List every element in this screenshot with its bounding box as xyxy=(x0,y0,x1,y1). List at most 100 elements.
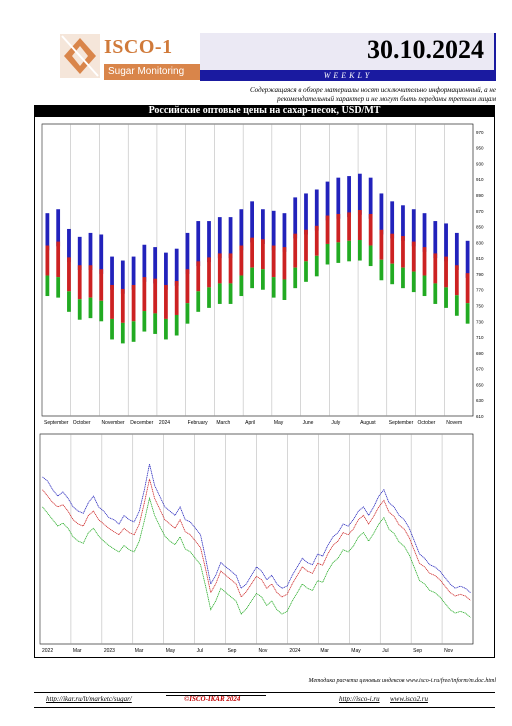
y-tick-label: 610 xyxy=(476,414,484,419)
logo-text: ISCO-1 xyxy=(104,36,173,58)
high-bar xyxy=(379,193,384,235)
low-bar xyxy=(444,287,448,308)
x-tick-label: May xyxy=(166,648,176,654)
high-bar xyxy=(67,228,71,263)
y-tick-label: 970 xyxy=(476,130,484,135)
x-tick-label: Nov xyxy=(259,648,268,654)
footer-link-ikar[interactable]: http://ikar.ru/lt/marketc/sugar/ xyxy=(46,695,132,703)
high-bar xyxy=(217,217,222,259)
y-tick-label: 890 xyxy=(476,193,484,198)
y-tick-label: 930 xyxy=(476,161,484,166)
low-bar xyxy=(239,275,244,297)
low-bar xyxy=(67,291,71,312)
y-tick-label: 650 xyxy=(476,382,484,387)
low-bar xyxy=(45,275,50,297)
high-bar xyxy=(120,260,125,294)
high-bar xyxy=(271,210,276,251)
high-bar xyxy=(347,176,351,218)
x-tick-label: 2023 xyxy=(104,648,115,654)
low-bar xyxy=(164,318,168,340)
high-bar xyxy=(250,201,254,243)
x-tick-label: July xyxy=(331,420,340,426)
low-bar xyxy=(325,243,330,265)
x-tick-label: Sep xyxy=(413,648,422,654)
x-tick-label: Novem xyxy=(446,420,462,426)
footer-copyright: ©ISCO-IKAR 2024 xyxy=(184,695,241,703)
mid-bar xyxy=(217,253,222,284)
low-bar xyxy=(99,300,104,322)
high-bar xyxy=(142,244,147,282)
low-bar xyxy=(185,303,190,324)
mid-bar xyxy=(357,210,362,241)
footer-link-isco2[interactable]: www.isco2.ru xyxy=(390,695,428,703)
high-bar xyxy=(228,217,233,259)
high-bar xyxy=(77,236,82,270)
chart-history-prices: 2022 Mar 2023 Mar May Jul Sep Nov 2024 Mar May Jul S… xyxy=(39,433,474,654)
high-bar xyxy=(368,177,373,219)
low-bar xyxy=(110,318,114,340)
y-tick-label: 910 xyxy=(476,177,484,182)
low-bar xyxy=(293,267,298,289)
x-tick-label: September xyxy=(389,420,414,426)
high-bar xyxy=(433,221,438,259)
mid-bar xyxy=(45,245,50,276)
low-bar xyxy=(131,321,136,342)
mid-bar xyxy=(379,229,384,260)
high-bar xyxy=(207,221,211,263)
low-bar xyxy=(261,269,265,290)
footer-link-isco[interactable]: http://isco-i.ru xyxy=(339,695,380,703)
high-bar xyxy=(314,189,319,231)
x-tick-label: Mar xyxy=(135,648,144,654)
low-bar xyxy=(271,277,276,298)
low-bar xyxy=(433,283,438,304)
disclaimer-text: Содержащаяся в обзоре материалы носят ис… xyxy=(249,86,496,103)
y-tick-label: 710 xyxy=(476,335,484,340)
report-date: 30.10.2024 xyxy=(367,35,484,64)
mid-bar xyxy=(67,257,71,292)
high-bar xyxy=(88,232,93,270)
low-bar xyxy=(357,240,362,261)
x-tick-label: 2024 xyxy=(159,420,170,426)
logo-icon xyxy=(60,34,100,78)
low-bar xyxy=(454,295,459,316)
high-bar xyxy=(401,205,405,241)
high-bar xyxy=(411,209,416,247)
mid-bar xyxy=(368,213,373,246)
high-bar xyxy=(454,232,459,270)
weekly-banner: WEEKLY xyxy=(200,70,496,81)
low-bar xyxy=(174,314,179,336)
low-bar xyxy=(250,267,254,289)
high-bar xyxy=(131,256,136,290)
mid-bar xyxy=(164,284,168,319)
x-tick-label: April xyxy=(245,420,255,426)
high-bar xyxy=(336,177,341,219)
high-bar xyxy=(153,247,158,284)
mid-bar xyxy=(314,225,319,256)
mid-bar xyxy=(250,237,254,268)
low-bar xyxy=(401,267,405,289)
mid-bar xyxy=(293,233,298,268)
high-bar xyxy=(261,209,265,244)
footer-divider xyxy=(166,695,266,696)
x-tick-label: September xyxy=(44,420,69,426)
low-bar xyxy=(347,240,351,262)
x-tick-label: Nov xyxy=(444,648,453,654)
mid-bar xyxy=(56,241,61,278)
x-tick-label: 2024 xyxy=(289,648,300,654)
x-tick-label: October xyxy=(73,420,91,426)
x-tick-label: Mar xyxy=(320,648,329,654)
low-bar xyxy=(153,313,158,334)
mid-bar xyxy=(271,245,276,278)
low-bar xyxy=(142,311,147,332)
high-bar xyxy=(325,181,330,221)
low-bar xyxy=(77,299,82,320)
x-tick-label: May xyxy=(351,648,361,654)
x-tick-label: Jul xyxy=(197,648,203,654)
y-tick-label: 830 xyxy=(476,240,484,245)
mid-bar xyxy=(174,281,179,315)
y-tick-label: 730 xyxy=(476,319,484,324)
high-bar xyxy=(293,197,298,239)
high-bar xyxy=(239,209,244,251)
mid-bar xyxy=(77,265,82,300)
mid-bar xyxy=(142,277,147,312)
